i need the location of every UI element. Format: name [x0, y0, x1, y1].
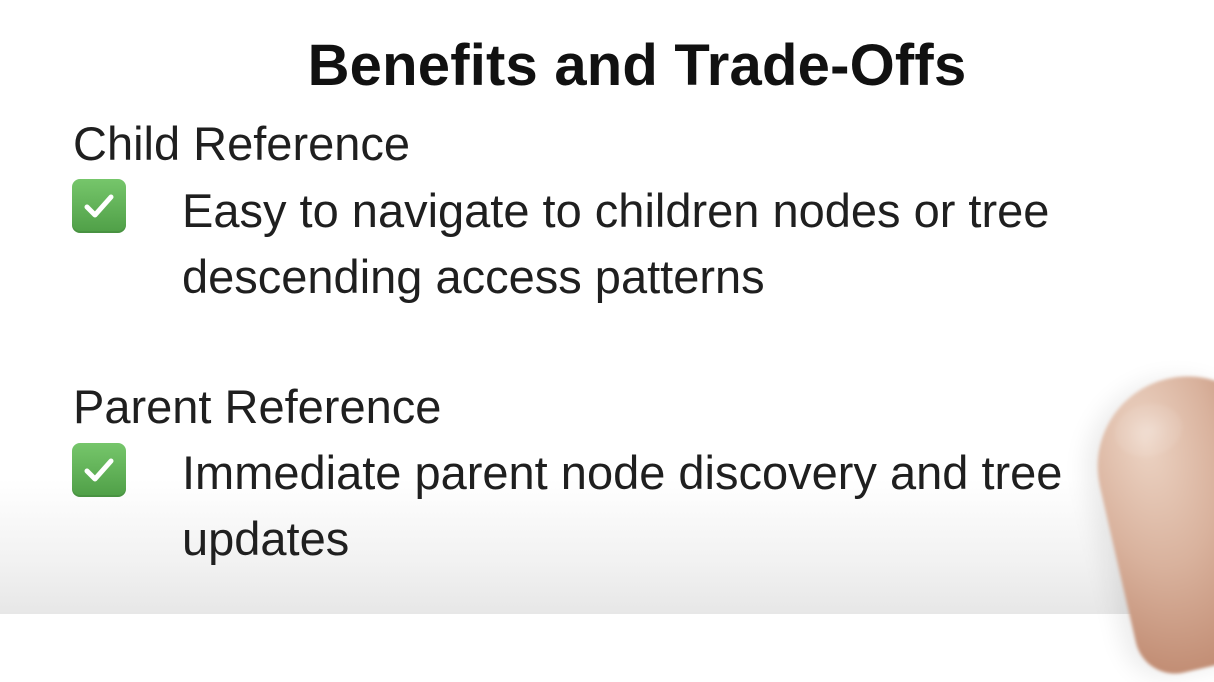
check-icon: [72, 443, 126, 497]
parent-reference-benefit: Immediate parent node discovery and tree…: [182, 446, 1063, 565]
child-reference-benefit: Easy to navigate to children nodes or tr…: [182, 184, 1050, 303]
check-icon: [72, 179, 126, 233]
slide: Benefits and Trade-Offs Child Reference …: [0, 0, 1214, 614]
slide-title: Benefits and Trade-Offs: [307, 33, 967, 98]
parent-reference-heading: Parent Reference: [73, 380, 442, 433]
child-reference-heading: Child Reference: [73, 117, 411, 170]
